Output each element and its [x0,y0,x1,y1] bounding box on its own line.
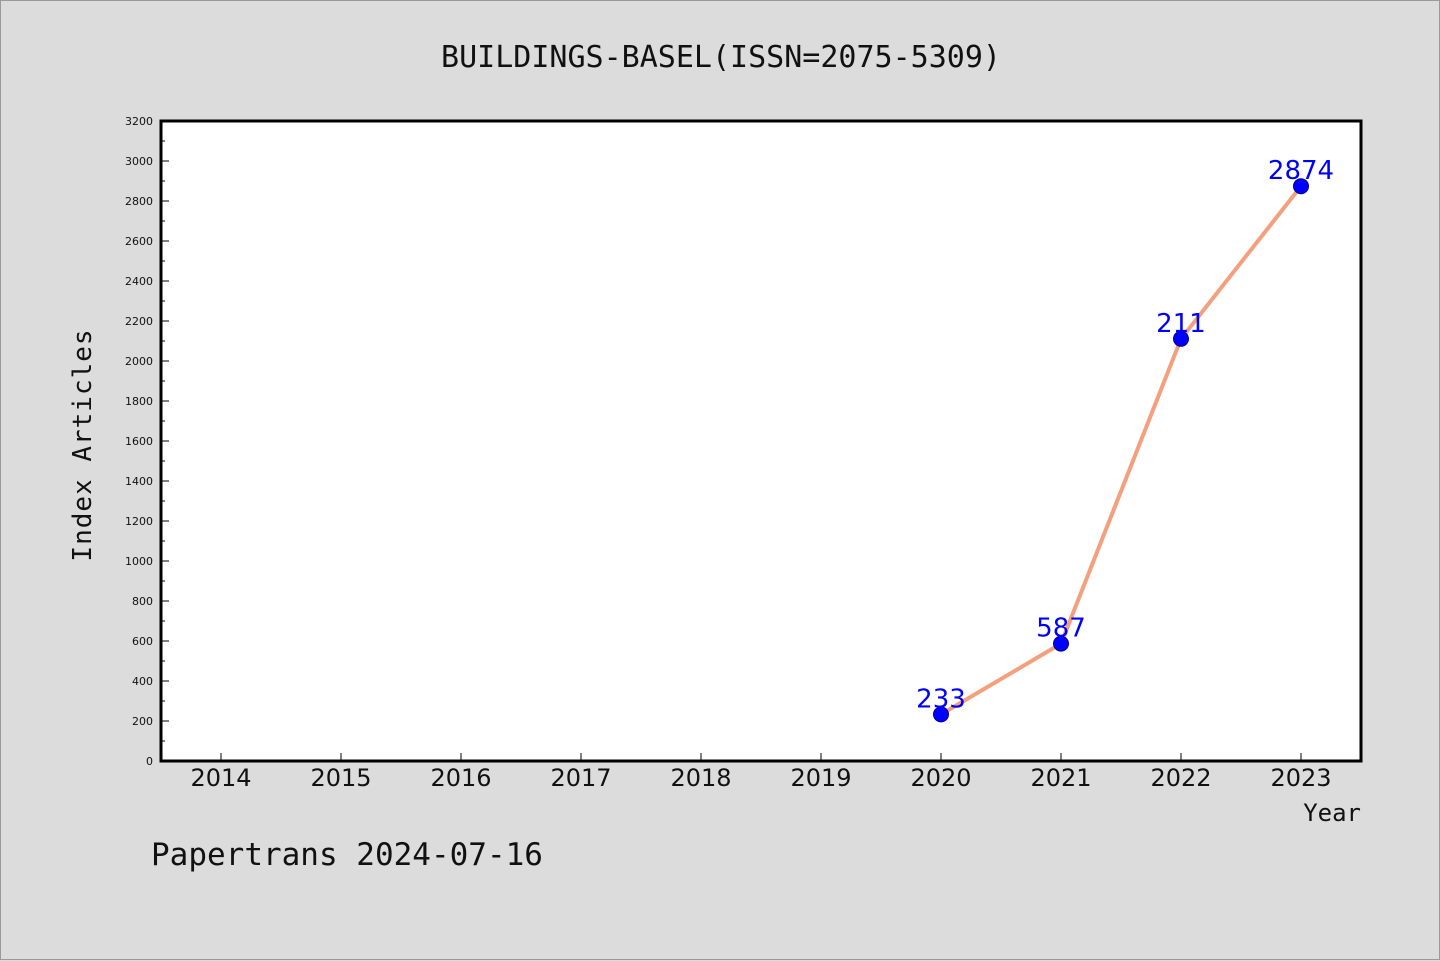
x-tick-label: 2020 [910,764,971,792]
y-tick-label: 2000 [125,355,153,368]
y-tick-label: 3000 [125,155,153,168]
y-tick-label: 800 [132,595,153,608]
y-tick-label: 2800 [125,195,153,208]
x-axis-label: Year [1303,799,1361,827]
x-tick-label: 2023 [1270,764,1331,792]
y-axis-label: Index Articles [68,328,98,561]
chart-title: BUILDINGS-BASEL(ISSN=2075-5309) [441,40,1001,75]
data-label: 2874 [1268,156,1334,186]
x-tick-label: 2017 [550,764,611,792]
data-label: 233 [916,684,966,714]
y-tick-label: 600 [132,635,153,648]
y-tick-label: 400 [132,675,153,688]
y-tick-label: 1600 [125,435,153,448]
x-tick-label: 2021 [1030,764,1091,792]
data-point [1293,178,1309,195]
plot-background [161,121,1361,761]
x-tick-label: 2016 [430,764,491,792]
y-tick-label: 1000 [125,555,153,568]
x-tick-label: 2018 [670,764,731,792]
plot-frame [159,119,1363,763]
y-tick-label: 2400 [125,275,153,288]
y-tick-label: 200 [132,715,153,728]
data-point [933,706,949,723]
x-tick-label: 2014 [190,764,251,792]
plot-area: 0 200 400 600 800 1000 1200 1400 1600 1800 2000 220… [125,115,1363,792]
y-tick-label: 1400 [125,475,153,488]
data-point [1173,330,1189,347]
series-line [939,184,1303,717]
y-tick-label: 2200 [125,315,153,328]
data-label: 211 [1156,309,1206,339]
y-tick-label: 3200 [125,115,153,128]
x-tick-label: 2019 [790,764,851,792]
x-tick-label: 2022 [1150,764,1211,792]
y-tick-label: 0 [146,755,153,768]
y-tick-label: 1800 [125,395,153,408]
data-point [1053,635,1069,652]
x-tick-label: 2015 [310,764,371,792]
data-label: 587 [1036,614,1086,644]
y-tick-label: 2600 [125,235,153,248]
y-tick-label: 1200 [125,515,153,528]
footer-credit: Papertrans 2024-07-16 [151,837,543,873]
